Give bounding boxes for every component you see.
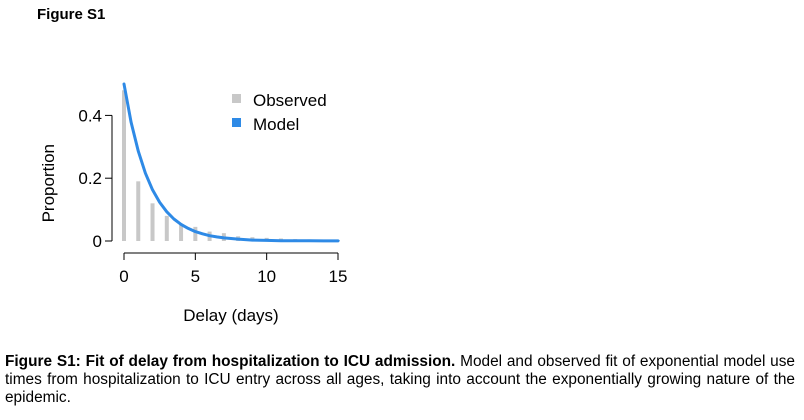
chart: 0 0.2 0.4 Proportion 0 5 10 15 Delay (days) Obse…	[39, 82, 347, 325]
x-axis-label: Delay (days)	[183, 306, 278, 325]
x-tick-label: 10	[257, 267, 276, 286]
y-tick-label: 0.4	[78, 106, 102, 125]
chart-axes: 0 0.2 0.4 Proportion 0 5 10 15 Delay (days)	[39, 106, 347, 325]
y-tick-label: 0	[93, 232, 102, 251]
caption-text: Model and observed fit of exponential mo…	[5, 353, 795, 406]
legend-swatch-observed	[232, 94, 241, 103]
y-tick-label: 0.2	[78, 169, 102, 188]
bar-observed	[122, 90, 126, 241]
legend-label-observed: Observed	[253, 91, 327, 110]
bar-observed	[179, 223, 184, 241]
x-tick-label: 5	[191, 267, 200, 286]
y-axis-label: Proportion	[39, 144, 58, 222]
bar-observed	[150, 203, 155, 241]
caption-bold: Figure S1: Fit of delay from hospitaliza…	[5, 353, 456, 370]
figure-caption: Figure S1: Fit of delay from hospitaliza…	[5, 353, 795, 407]
line-model	[122, 82, 340, 243]
legend: Observed Model	[232, 91, 327, 134]
bar-observed	[193, 226, 198, 241]
legend-swatch-model	[232, 118, 241, 127]
bar-observed	[136, 181, 141, 241]
x-tick-label: 15	[329, 267, 348, 286]
model-line	[122, 82, 340, 243]
bar-observed	[164, 215, 169, 241]
figure-heading: Figure S1	[37, 6, 106, 23]
bars-observed	[122, 90, 340, 241]
x-tick-label: 0	[119, 267, 128, 286]
legend-label-model: Model	[253, 115, 299, 134]
